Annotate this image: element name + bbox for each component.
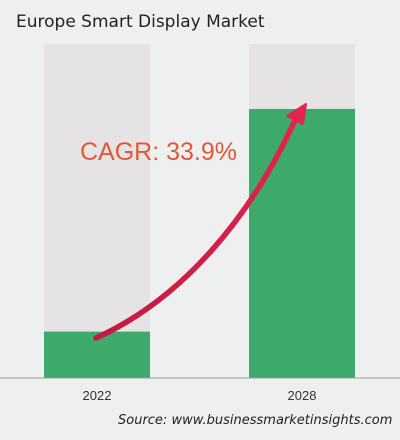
x-tick-label-2022: 2022 [83, 388, 112, 403]
bar-2028 [249, 108, 355, 378]
chart-title: Europe Smart Display Market [16, 12, 265, 32]
source-note: Source: www.businessmarketinsights.com [118, 413, 393, 428]
tick-labels: 2022 2028 [83, 388, 317, 403]
growth-arrow-shaft [93, 115, 299, 341]
x-tick-label-2028: 2028 [288, 388, 317, 403]
bar-track-2022 [44, 44, 150, 378]
cagr-annotation: CAGR: 33.9% [80, 138, 237, 166]
growth-arrow-head [286, 103, 307, 125]
bars-layer [44, 44, 355, 378]
